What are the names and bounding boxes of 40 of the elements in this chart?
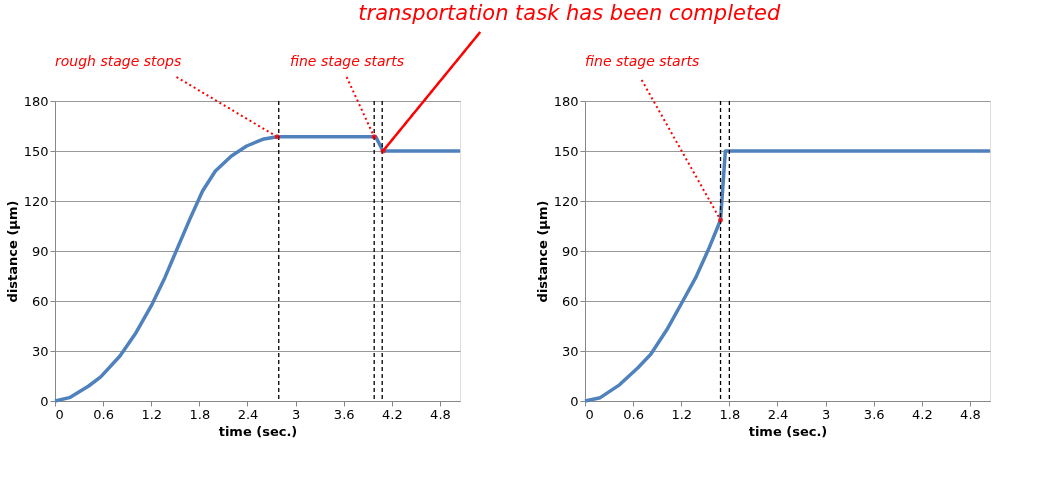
x-tick-label: 2.4 — [767, 406, 789, 422]
x-tick-label: 1.2 — [141, 406, 163, 422]
x-tick-label: 0.6 — [623, 406, 644, 422]
x-tick-label: 4.2 — [381, 406, 403, 422]
y-tick-label: 0 — [40, 393, 49, 409]
y-tick-label: 60 — [31, 293, 49, 309]
y-tick-label: 0 — [570, 393, 579, 409]
x-tick-label: 3.6 — [333, 406, 355, 422]
y-axis-title: distance (µm) — [534, 200, 550, 303]
x-tick-label: 0 — [55, 406, 64, 422]
x-tick-label: 4.8 — [960, 406, 981, 422]
x-tick-label: 0 — [585, 406, 594, 422]
annotation: fine stage starts — [289, 53, 405, 69]
y-tick-label: 30 — [31, 343, 49, 359]
annotation: fine stage starts — [585, 53, 700, 69]
y-tick-label: 180 — [553, 93, 579, 109]
y-tick-label: 150 — [553, 143, 579, 159]
y-tick-label: 120 — [553, 193, 579, 209]
x-tick-label: 4.8 — [430, 406, 451, 422]
y-tick-label: 150 — [23, 143, 49, 159]
x-tick-label: 3 — [821, 406, 831, 422]
x-tick-label: 3 — [291, 406, 301, 422]
x-tick-label: 2.4 — [237, 406, 259, 422]
annotation: transportation task has been completed — [358, 1, 782, 25]
x-tick-label: 0.6 — [93, 406, 114, 422]
x-tick-label: 4.2 — [911, 406, 933, 422]
y-tick-label: 90 — [31, 243, 49, 259]
annotation: rough stage stops — [55, 53, 182, 69]
y-tick-label: 90 — [561, 243, 579, 259]
y-tick-label: 180 — [23, 93, 49, 109]
x-tick-label: 1.8 — [189, 406, 211, 422]
y-tick-label: 120 — [23, 193, 49, 209]
x-tick-label: 3.6 — [863, 406, 885, 422]
x-axis-title: time (sec.) — [218, 423, 298, 439]
x-axis-title: time (sec.) — [748, 423, 828, 439]
x-tick-label: 1.2 — [671, 406, 693, 422]
y-tick-label: 60 — [561, 293, 579, 309]
y-tick-label: 30 — [561, 343, 579, 359]
y-axis-title: distance (µm) — [4, 200, 20, 303]
x-tick-label: 1.8 — [719, 406, 741, 422]
